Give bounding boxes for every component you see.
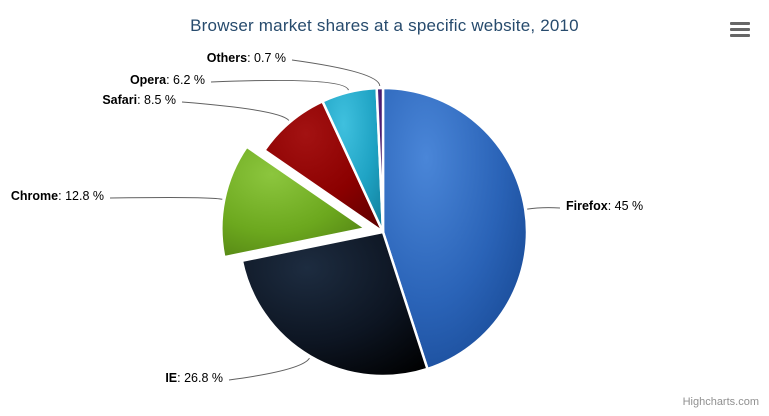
pie-slice-chrome[interactable] <box>220 145 367 259</box>
page-title: Browser market shares at a specific webs… <box>190 16 579 35</box>
connector-ie <box>228 357 310 381</box>
slice-value-opera: : 6.2 % <box>166 73 205 87</box>
pie-label-connectors <box>109 59 561 381</box>
slice-name-ie: IE <box>165 371 178 385</box>
slice-name-chrome: Chrome <box>10 189 59 203</box>
slice-label-others: Others: 0.7 % <box>207 52 286 65</box>
slice-value-others: : 0.7 % <box>247 51 286 65</box>
pie-slice-others[interactable] <box>375 86 385 234</box>
pie-slice-firefox[interactable] <box>381 86 529 371</box>
slice-name-firefox: Firefox <box>566 199 608 213</box>
connector-firefox <box>527 207 561 210</box>
slice-value-firefox: : 45 % <box>607 199 644 213</box>
connector-safari <box>181 101 290 121</box>
pie-slices <box>220 86 529 378</box>
connector-opera <box>210 79 349 91</box>
hamburger-bar-1 <box>730 22 750 25</box>
slice-label-ie: IE: 26.8 % <box>165 372 223 385</box>
slice-value-chrome: : 12.8 % <box>58 189 104 203</box>
slice-label-safari: Safari: 8.5 % <box>102 94 176 107</box>
slice-label-opera: Opera: 6.2 % <box>130 74 205 87</box>
slice-name-others: Others <box>206 51 248 65</box>
slice-name-safari: Safari <box>102 93 138 107</box>
slice-value-safari: : 8.5 % <box>137 93 176 107</box>
slice-name-opera: Opera <box>129 73 167 87</box>
slice-value-ie: : 26.8 % <box>177 371 223 385</box>
hamburger-menu-icon[interactable] <box>727 18 753 42</box>
slice-label-firefox: Firefox: 45 % <box>566 200 643 213</box>
hamburger-bar-2 <box>730 28 750 31</box>
slice-label-chrome: Chrome: 12.8 % <box>11 190 104 203</box>
pie-slice-ie[interactable] <box>240 230 429 378</box>
highcharts-credits[interactable]: Highcharts.com <box>682 396 759 408</box>
connector-others <box>291 59 381 87</box>
connector-chrome <box>109 196 223 200</box>
hamburger-bar-3 <box>730 34 750 37</box>
